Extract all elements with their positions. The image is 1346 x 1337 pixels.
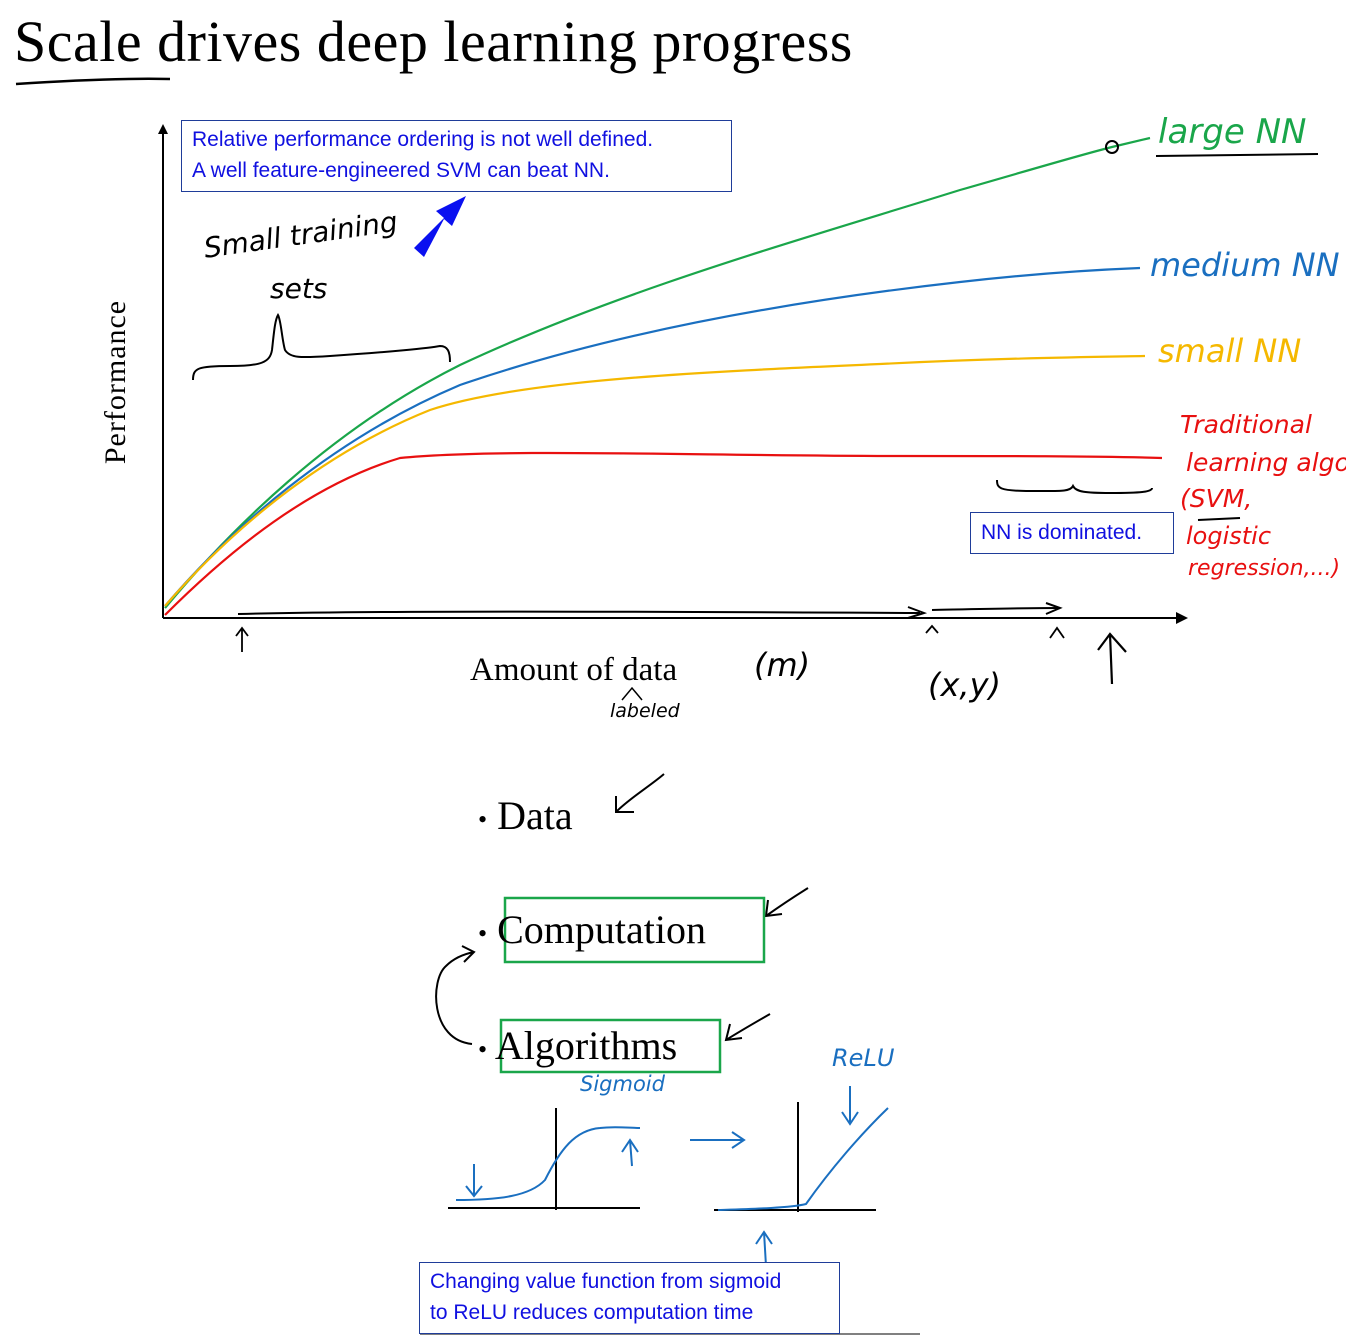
dominated-brace (996, 479, 1153, 495)
relu-curve (717, 1107, 889, 1211)
traditional-label-5: regression,...) (1188, 556, 1341, 581)
curve-traditional (164, 451, 1163, 616)
traditional-label-3: (SVM, (1180, 484, 1253, 513)
algorithms-highlight (499, 1018, 722, 1074)
tick-arrow-4 (1097, 632, 1127, 685)
large-nn-endpoint (1105, 140, 1119, 154)
data-pointer-arrow (615, 773, 665, 813)
bullet-dot: • (478, 804, 488, 834)
labeled-annotation: labeled (610, 700, 680, 722)
bullet-algorithms-label: Algorithms (494, 1023, 678, 1068)
cycle-arrow (435, 945, 476, 1045)
large-nn-label: large NN (1158, 112, 1307, 152)
small-nn-label: small NN (1158, 332, 1302, 370)
sigmoid-curve (455, 1126, 641, 1201)
computation-pointer-arrow (764, 887, 809, 918)
data-arrow-2 (931, 607, 1059, 611)
traditional-label-4: logistic (1186, 522, 1272, 550)
data-arrow-2-head (1045, 602, 1063, 615)
bullet-dot: • (478, 918, 488, 948)
bullet-data-label: Data (497, 793, 573, 838)
dominated-note-box: NN is dominated. (970, 512, 1174, 554)
note-pointer-arrow (414, 196, 466, 257)
sigmoid-to-relu-arrow (690, 1131, 746, 1149)
sigmoid-label: Sigmoid (580, 1072, 665, 1096)
bullet-computation: • Computation (478, 906, 706, 953)
y-axis-arrowhead (158, 124, 168, 134)
small-training-brace (192, 313, 451, 381)
bullet-algorithms: • Algorithms (478, 1022, 677, 1069)
small-training-label-line2: sets (270, 272, 328, 305)
medium-nn-label: medium NN (1150, 246, 1340, 284)
relu-label: ReLU (832, 1044, 895, 1072)
relu-down-arrow (841, 1086, 859, 1126)
data-arrow-1 (237, 610, 921, 615)
tick-arrow-3 (1049, 626, 1065, 639)
curve-small-nn (164, 354, 1146, 607)
traditional-label-2: learning algo (1186, 448, 1346, 477)
labeled-caret (621, 686, 643, 701)
traditional-label-1: Traditional (1180, 410, 1312, 439)
computation-highlight (503, 896, 766, 964)
ordering-note-line2: A well feature-engineered SVM can beat N… (192, 159, 610, 182)
bullet-dot: • (478, 1034, 488, 1064)
algorithms-pointer-arrow (724, 1013, 771, 1042)
curve-medium-nn (164, 266, 1141, 607)
x-axis-label: Amount of data (470, 652, 678, 688)
tick-arrow-1 (235, 626, 249, 652)
relu-up-arrow (755, 1230, 773, 1267)
relu-note-box: Changing value function from sigmoid to … (419, 1262, 840, 1334)
xy-label: (x,y) (928, 666, 1002, 704)
svm-underline (1197, 517, 1241, 521)
y-axis-label: Performance (99, 299, 132, 465)
large-nn-underline (1155, 153, 1319, 157)
title-underline (15, 77, 171, 86)
ordering-note-box: Relative performance ordering is not wel… (181, 120, 732, 192)
tick-arrow-2 (925, 624, 939, 634)
bullet-computation-label: Computation (497, 907, 706, 952)
ordering-note-line1: Relative performance ordering is not wel… (192, 128, 654, 151)
relu-note-line2: to ReLU reduces computation time (430, 1301, 754, 1324)
page-title: Scale drives deep learning progress (14, 8, 853, 75)
dominated-note-text: NN is dominated. (981, 521, 1143, 544)
data-arrow-1-head (907, 606, 928, 619)
sigmoid-up-arrow (621, 1138, 639, 1167)
title-scale-word: Scale (14, 9, 143, 74)
m-label: (m) (754, 646, 811, 684)
relu-note-line1: Changing value function from sigmoid (430, 1270, 782, 1293)
sigmoid-down-arrow (465, 1164, 483, 1198)
title-rest: drives deep learning progress (142, 9, 853, 74)
x-axis-arrowhead (1176, 612, 1188, 624)
bullet-data: • Data (478, 792, 573, 839)
curve-large-nn (164, 136, 1151, 609)
